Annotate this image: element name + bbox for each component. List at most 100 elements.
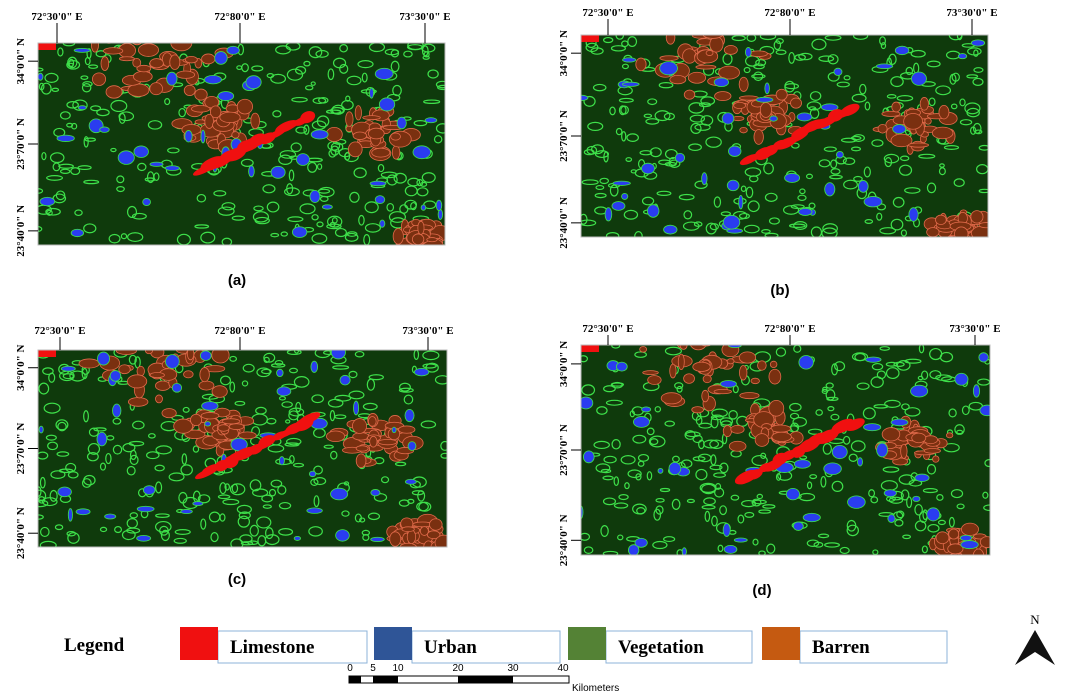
urban-patch (201, 130, 205, 143)
barren-patch (92, 73, 105, 86)
urban-patch (724, 545, 737, 553)
urban-patch (74, 48, 90, 52)
x-coord-label: 72°30'0" E (582, 7, 633, 19)
barren-patch (174, 419, 193, 433)
barren-patch (935, 215, 946, 225)
x-coord-label: 72°30'0" E (34, 325, 85, 337)
x-coord-label: 72°80'0" E (764, 323, 815, 335)
y-coord-label: 34°0'0" N (558, 30, 570, 76)
urban-patch (785, 173, 800, 182)
urban-patch (723, 215, 740, 229)
barren-patch (251, 113, 260, 129)
barren-patch (760, 103, 771, 118)
urban-patch (891, 419, 908, 426)
barren-patch (769, 400, 784, 416)
urban-patch (166, 355, 180, 369)
urban-patch (864, 196, 882, 206)
urban-patch (414, 368, 428, 375)
barren-patch (949, 529, 959, 539)
map-image (575, 12, 993, 248)
urban-patch (97, 432, 107, 446)
barren-patch (925, 118, 931, 124)
urban-patch (322, 205, 332, 209)
barren-patch (427, 238, 437, 242)
urban-patch (722, 113, 734, 124)
urban-patch (961, 541, 978, 549)
barren-patch (678, 354, 684, 370)
urban-patch (310, 190, 320, 202)
urban-patch (249, 166, 255, 177)
urban-patch (405, 479, 416, 484)
barren-patch (229, 424, 243, 430)
urban-patch (973, 385, 979, 398)
barren-patch (239, 432, 257, 439)
urban-patch (193, 502, 203, 506)
x-coord-label: 73°30'0" E (399, 11, 450, 23)
map-panel: 72°30'0" E72°80'0" E73°30'0" E34°0'0" N2… (558, 323, 1001, 599)
barren-patch (356, 454, 366, 468)
urban-patch (76, 509, 90, 515)
urban-patch (628, 545, 639, 556)
barren-patch (979, 223, 993, 228)
urban-patch (612, 202, 625, 211)
barren-patch (901, 444, 907, 458)
urban-patch (296, 154, 309, 166)
limestone-patch (38, 350, 56, 357)
barren-patch (202, 54, 215, 64)
panel-caption: (c) (228, 571, 246, 588)
barren-patch (372, 148, 390, 157)
urban-patch (633, 417, 649, 428)
barren-patch (218, 425, 229, 432)
barren-patch (758, 361, 767, 371)
barren-patch (710, 37, 723, 52)
barren-patch (724, 45, 737, 54)
barren-patch (150, 59, 163, 68)
barren-patch (176, 71, 194, 78)
barren-patch (435, 535, 454, 550)
barren-patch (370, 436, 377, 447)
barren-patch (348, 142, 362, 157)
urban-patch (38, 73, 43, 80)
scale-unit: Kilometers (572, 683, 619, 694)
scale-tick: 5 (370, 663, 376, 674)
barren-patch (91, 38, 98, 52)
urban-patch (575, 95, 588, 100)
barren-patch (939, 105, 949, 119)
urban-patch (331, 346, 345, 359)
legend-label: Limestone (230, 637, 314, 658)
legend-swatch (568, 627, 606, 660)
scale-bar: 0 5 10 20 30 40 Kilometers (347, 663, 619, 694)
urban-patch (727, 180, 739, 191)
barren-patch (740, 393, 759, 399)
urban-patch (246, 76, 261, 89)
urban-patch (110, 371, 121, 382)
barren-patch (101, 57, 109, 71)
urban-patch (397, 117, 406, 129)
barren-patch (936, 532, 949, 544)
urban-patch (658, 468, 663, 473)
urban-patch (834, 68, 842, 75)
urban-patch (702, 173, 707, 185)
barren-patch (739, 96, 758, 100)
urban-patch (408, 442, 416, 451)
urban-patch (927, 508, 940, 521)
urban-patch (664, 225, 677, 234)
barren-patch (946, 433, 952, 438)
barren-patch (878, 124, 887, 133)
urban-patch (864, 424, 881, 431)
panel-caption: (b) (770, 282, 789, 299)
barren-patch (973, 549, 984, 564)
barren-patch (199, 381, 214, 390)
x-coord-label: 73°30'0" E (402, 325, 453, 337)
barren-patch (908, 143, 928, 147)
barren-patch (708, 14, 718, 24)
y-coord-label: 23°40'0" N (15, 205, 27, 257)
map-image (579, 326, 996, 567)
legend-title: Legend (64, 635, 125, 656)
barren-patch (703, 375, 711, 383)
scale-seg (458, 676, 513, 683)
urban-patch (227, 46, 240, 54)
barren-patch (670, 364, 676, 378)
urban-patch (960, 535, 972, 540)
barren-patch (390, 532, 401, 546)
